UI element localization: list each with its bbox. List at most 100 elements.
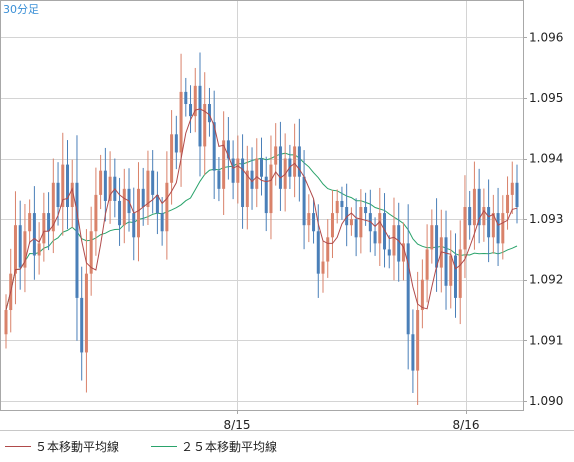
axis-labels: 1.090 1.091 1.092 1.093 1.094 1.095 1.096 8/15 8… — [224, 30, 564, 432]
candle — [449, 230, 453, 309]
candle-body — [160, 213, 164, 232]
candle-body — [151, 170, 155, 195]
legend-item: ５本移動平均線 — [5, 439, 119, 454]
candle-body — [118, 200, 122, 226]
candle-body — [146, 170, 150, 208]
candle-body — [297, 146, 301, 177]
candle — [496, 187, 500, 267]
candle-body — [217, 170, 221, 189]
candle-body — [354, 219, 358, 238]
candle — [141, 167, 145, 226]
candle-body — [136, 188, 140, 238]
candle-body — [491, 213, 495, 238]
candle — [99, 154, 103, 210]
candle-body — [94, 194, 98, 232]
candle-body — [75, 182, 79, 298]
candle — [458, 220, 462, 325]
candle — [416, 271, 420, 405]
candle-body — [501, 213, 505, 244]
candle-body — [373, 231, 377, 244]
x-tick-label: 8/16 — [453, 418, 480, 432]
candle — [411, 309, 415, 393]
candle — [487, 179, 491, 263]
candle-body — [23, 231, 27, 268]
candle-body — [458, 249, 462, 298]
candle-body — [222, 140, 226, 189]
candle — [468, 190, 472, 240]
candle-body — [302, 176, 306, 226]
candle-body — [260, 158, 263, 177]
candle — [406, 204, 410, 370]
candle — [307, 194, 311, 243]
candle-body — [99, 170, 103, 195]
candle-body — [401, 243, 405, 262]
candle — [184, 77, 188, 117]
candle — [122, 168, 126, 244]
candle-body — [453, 255, 457, 298]
candle — [37, 222, 41, 275]
candle — [293, 123, 297, 198]
candle-body — [28, 213, 32, 232]
candle — [255, 138, 259, 208]
candle-body — [406, 243, 410, 335]
candle — [463, 175, 467, 279]
candle — [260, 137, 263, 196]
candle-body — [468, 207, 472, 226]
timeframe-label: 30分足 — [3, 3, 39, 16]
candle — [241, 134, 245, 229]
y-tick-label: 1.096 — [529, 30, 563, 44]
candle-body — [506, 194, 510, 214]
candle-body — [245, 170, 249, 208]
candle-body — [487, 207, 491, 238]
candle — [378, 187, 382, 267]
candle — [312, 199, 316, 244]
y-tick-label: 1.094 — [529, 152, 563, 166]
candle — [373, 217, 377, 256]
legend-item: ２５本移動平均線 — [151, 439, 277, 454]
plot-area — [0, 0, 524, 411]
candle-body — [449, 255, 453, 286]
candle-body — [482, 207, 486, 226]
candle-body — [293, 146, 297, 177]
candle-body — [226, 140, 230, 159]
candle — [420, 259, 424, 329]
candle-body — [321, 261, 325, 274]
candle-body — [255, 158, 259, 189]
candle-body — [307, 213, 311, 226]
candle — [222, 111, 226, 216]
y-tick-label: 1.090 — [529, 394, 563, 408]
candle-body — [397, 225, 401, 262]
candle — [146, 150, 150, 226]
candle-body — [155, 194, 159, 214]
candle — [354, 198, 358, 257]
y-tick-label: 1.095 — [529, 91, 563, 105]
candle-body — [250, 170, 254, 189]
candle-body — [236, 158, 240, 183]
candle — [316, 204, 320, 298]
candle-body — [312, 213, 316, 232]
candle — [392, 197, 396, 281]
candle-body — [179, 91, 183, 153]
candle-body — [18, 225, 22, 268]
candle — [136, 162, 140, 262]
candle — [23, 203, 27, 293]
candle-body — [61, 164, 65, 208]
candle-body — [515, 182, 519, 208]
candle — [18, 200, 22, 290]
candle — [70, 159, 74, 228]
candle — [453, 233, 457, 318]
candle — [349, 207, 353, 236]
candle — [89, 206, 93, 296]
candle-body — [330, 213, 334, 238]
candle — [13, 191, 17, 305]
candle-body — [4, 310, 8, 335]
candle — [189, 85, 193, 134]
candle-body — [359, 207, 363, 238]
candle — [435, 198, 439, 292]
candle — [174, 115, 178, 170]
candle-body — [425, 249, 429, 280]
candle-body — [212, 122, 216, 171]
candle — [387, 235, 391, 269]
legend: ５本移動平均線 ２５本移動平均線 — [5, 439, 277, 454]
